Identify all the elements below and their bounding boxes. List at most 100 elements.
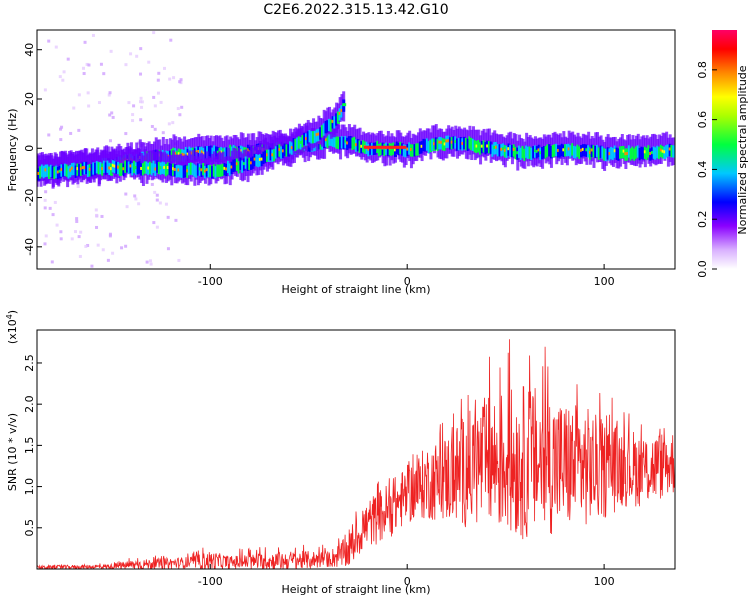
heat-cell (46, 164, 50, 177)
heat-halo (514, 134, 518, 160)
noise-cell (43, 88, 47, 92)
spectrogram-image (32, 31, 675, 268)
heat-cell (326, 135, 330, 149)
heat-cell (383, 143, 387, 157)
heat-cell (468, 136, 472, 149)
noise-cell (156, 78, 160, 82)
noise-cell (148, 259, 152, 263)
noise-cell (111, 251, 115, 255)
noise-cell (109, 49, 113, 53)
noise-cell (120, 246, 124, 250)
noise-cell (107, 93, 111, 97)
heat-cell (285, 144, 289, 157)
heat-cell (523, 148, 527, 162)
heat-cell (484, 142, 488, 155)
y-tick-label: 0 (23, 145, 36, 152)
heat-cell (666, 144, 670, 157)
heat-hot (375, 145, 379, 149)
heat-cell (551, 144, 555, 158)
heat-cell (319, 127, 323, 140)
noise-cell (108, 234, 112, 238)
heat-cell (78, 164, 82, 177)
heat-cell (353, 136, 357, 150)
heat-hot (371, 145, 375, 149)
heat-cell (342, 137, 346, 150)
heat-cell (150, 163, 154, 176)
noise-cell (178, 80, 182, 84)
heat-cell (232, 159, 236, 172)
spectrogram-frame (36, 29, 676, 270)
noise-cell (124, 192, 128, 196)
heat-cell (565, 144, 569, 157)
noise-cell (101, 248, 105, 252)
heat-halo (661, 132, 665, 159)
noise-cell (51, 213, 55, 217)
noise-cell (153, 104, 157, 108)
heat-cell (378, 143, 382, 157)
noise-cell (73, 230, 77, 234)
colorbar-tick-label: 0.4 (696, 161, 709, 179)
heat-hot (367, 145, 371, 149)
heat-cell (558, 145, 562, 158)
noise-cell (172, 76, 176, 80)
heat-halo (34, 156, 37, 186)
noise-cell (166, 215, 170, 219)
heat-cell (498, 144, 502, 157)
noise-cell (174, 218, 178, 222)
heat-cell (479, 142, 483, 155)
heat-cell (418, 141, 422, 154)
heat-halo (269, 134, 273, 161)
heat-cell (138, 161, 142, 174)
noise-cell (54, 45, 58, 49)
heat-cell (333, 135, 337, 148)
heat-halo (32, 155, 35, 180)
heat-cell (90, 164, 94, 177)
heat-cell (330, 133, 334, 146)
noise-cell (43, 242, 47, 246)
heat-cell (219, 164, 223, 177)
heat-peak (342, 103, 347, 107)
noise-cell (85, 62, 89, 66)
heat-cell (463, 136, 467, 150)
heat-cell (571, 143, 575, 156)
heat-cell (188, 163, 192, 176)
heat-cell (606, 147, 610, 160)
heat-cell (287, 144, 291, 157)
noise-cell (171, 121, 175, 125)
spectrogram-x-label: Height of straight line (km) (281, 283, 430, 296)
noise-cell (153, 127, 157, 131)
x-tick-label: -100 (198, 575, 223, 588)
noise-cell (59, 237, 63, 241)
heat-cell (216, 164, 220, 177)
heat-halo (645, 135, 649, 161)
heat-cell (145, 161, 149, 174)
heat-cell (267, 149, 271, 162)
noise-cell (152, 31, 156, 35)
heat-cell (505, 145, 509, 159)
heat-cell (74, 165, 78, 178)
heat-cell (349, 136, 353, 149)
heat-cell (223, 147, 227, 160)
noise-cell (137, 202, 141, 206)
colorbar-label: Normalized spectral amplitude (736, 65, 749, 234)
snr-series-line (37, 339, 675, 569)
noise-cell (75, 217, 79, 221)
heat-cell (491, 144, 495, 157)
heat-cell (310, 131, 314, 144)
heat-hot (389, 145, 393, 149)
heat-cell (603, 148, 607, 161)
noise-cell (82, 72, 86, 76)
heat-cell (397, 142, 401, 156)
heat-cell (519, 147, 523, 161)
noise-cell (48, 206, 52, 210)
heat-cell (427, 141, 431, 154)
noise-cell (179, 78, 183, 82)
heat-cell (55, 165, 59, 179)
heat-cell (541, 146, 545, 160)
heat-cell (244, 156, 248, 169)
noise-cell (136, 235, 140, 239)
heat-cell (170, 163, 174, 177)
heat-cell (257, 154, 261, 168)
heat-cell (251, 156, 255, 169)
